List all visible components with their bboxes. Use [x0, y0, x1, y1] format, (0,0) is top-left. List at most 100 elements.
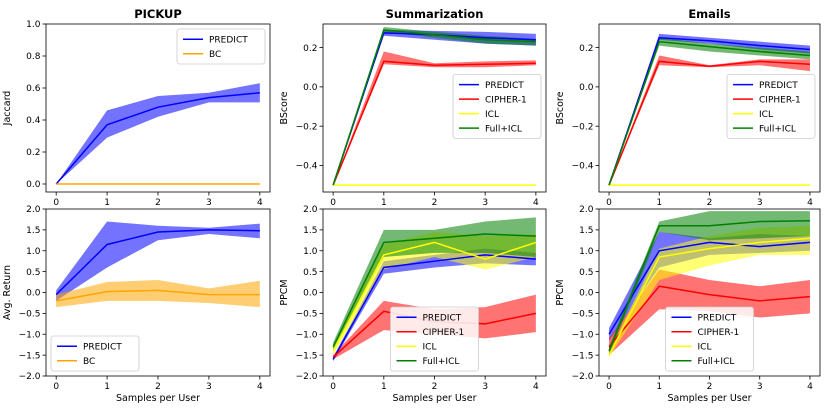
legend-label: ICL [423, 342, 437, 352]
y-axis-label: PPCM [279, 279, 290, 305]
legend-label: ICL [698, 342, 712, 352]
y-tick-label: −2.0 [572, 372, 594, 382]
x-tick-label: 0 [53, 382, 59, 392]
x-tick-label: 2 [432, 382, 438, 392]
x-axis-label: Samples per User [116, 393, 200, 404]
y-tick-label: 0.8 [26, 52, 41, 62]
y-tick-label: −0.2 [296, 122, 318, 132]
y-tick-label: −1.5 [296, 351, 318, 361]
plot-area [608, 211, 811, 358]
legend-label: ICL [759, 110, 773, 120]
line-predict [55, 92, 260, 185]
legend: PREDICT CIPHER-1 ICL Full+ICL [665, 306, 754, 372]
y-tick-label: −1.0 [296, 330, 318, 340]
y-tick-label: 2.0 [26, 205, 41, 215]
line-bc [56, 289, 260, 302]
legend-box [665, 306, 754, 372]
x-tick-label: 4 [257, 198, 263, 208]
band-full-icl [333, 26, 536, 186]
line-cipher-1 [608, 60, 810, 186]
y-tick-label: 1.0 [303, 247, 318, 257]
x-tick-label: 4 [807, 382, 813, 392]
plot-area [55, 221, 260, 308]
chart-title: PICKUP [134, 7, 182, 21]
legend: PREDICT BC [50, 335, 140, 372]
x-tick-label: 2 [155, 382, 161, 392]
y-axis-label: Jaccard [2, 91, 13, 127]
x-axis-label: Samples per User [667, 393, 751, 404]
y-tick-label: 1.0 [26, 247, 41, 257]
y-tick-label: 0.2 [579, 44, 593, 54]
band-bc [56, 279, 260, 308]
panel-pickup-jaccard: 0 1 2 3 4 0.0 0.2 0.4 0.6 0.8 1.0 PICKUP Jaccard PRED… [2, 7, 271, 208]
y-tick-label: 2.0 [303, 205, 318, 215]
y-tick-label: −0.4 [572, 162, 594, 172]
legend-label: PREDICT [83, 342, 122, 352]
x-tick-label: 2 [707, 198, 713, 208]
x-tick-label: 1 [104, 382, 110, 392]
plot-area [332, 26, 536, 186]
line-cipher-1 [608, 285, 811, 348]
y-tick-label: −2.0 [19, 372, 41, 382]
y-axis-label: PPCM [555, 279, 566, 305]
x-tick-label: 1 [381, 382, 387, 392]
legend: PREDICT CIPHER-1 ICL Full+ICL [452, 74, 542, 139]
x-tick-label: 0 [606, 382, 612, 392]
y-tick-label: −0.5 [19, 310, 41, 320]
y-tick-label: −1.5 [19, 351, 41, 361]
legend-label: Full+ICL [423, 357, 460, 367]
band-icl [333, 231, 536, 356]
x-tick-label: 1 [656, 198, 662, 208]
band-predict [56, 221, 260, 301]
x-tick-label: 2 [432, 198, 438, 208]
y-tick-label: 1.5 [303, 226, 317, 236]
legend-label: BC [209, 50, 221, 60]
y-tick-label: 0.0 [579, 83, 594, 93]
x-tick-label: 0 [53, 198, 59, 208]
legend-label: Full+ICL [698, 357, 735, 367]
x-tick-label: 4 [533, 382, 539, 392]
y-axis-label: BScore [555, 91, 566, 124]
x-tick-label: 1 [656, 382, 662, 392]
x-tick-label: 3 [482, 198, 488, 208]
panel-emails-bscore: 0 1 2 3 4 −0.4 −0.2 0.0 0.2 Emails BScore PREDICT CI… [555, 7, 821, 208]
y-tick-label: 0.0 [303, 83, 318, 93]
legend-box [176, 28, 266, 65]
y-tick-label: 0.0 [26, 180, 41, 190]
legend-label: PREDICT [759, 81, 798, 91]
y-tick-label: −0.5 [572, 310, 594, 320]
y-tick-label: −0.2 [572, 122, 594, 132]
x-tick-label: 1 [381, 198, 387, 208]
y-tick-label: −1.0 [572, 330, 594, 340]
y-tick-label: 0.5 [303, 268, 317, 278]
y-tick-label: 2.0 [579, 205, 594, 215]
legend: PREDICT BC [176, 28, 266, 65]
line-predict [608, 241, 811, 335]
x-tick-label: 3 [757, 382, 763, 392]
y-tick-label: −0.4 [296, 162, 318, 172]
y-tick-label: −1.0 [19, 330, 41, 340]
x-tick-label: 4 [533, 198, 539, 208]
chart-title: Summarization [386, 7, 484, 21]
legend-label: PREDICT [423, 313, 462, 323]
x-tick-label: 2 [707, 382, 713, 392]
x-axis-label: Samples per User [392, 393, 476, 404]
y-tick-label: 0.5 [579, 268, 593, 278]
y-axis-label: Avg. Return [2, 265, 13, 320]
y-tick-label: 1.5 [26, 226, 40, 236]
y-tick-label: 0.0 [26, 289, 41, 299]
line-predict [332, 254, 536, 360]
line-full-icl [332, 29, 536, 186]
legend-box [50, 335, 140, 372]
x-tick-label: 0 [330, 198, 336, 208]
plot-area [608, 33, 811, 186]
line-full-icl [332, 233, 536, 348]
band-cipher-1 [609, 269, 810, 356]
x-tick-label: 0 [330, 382, 336, 392]
legend: PREDICT CIPHER-1 ICL Full+ICL [390, 306, 479, 372]
band-predict [56, 83, 260, 184]
y-tick-label: 0.5 [26, 268, 40, 278]
legend: PREDICT CIPHER-1 ICL Full+ICL [726, 74, 816, 139]
line-icl [608, 237, 811, 356]
y-tick-label: 0.6 [26, 84, 41, 94]
